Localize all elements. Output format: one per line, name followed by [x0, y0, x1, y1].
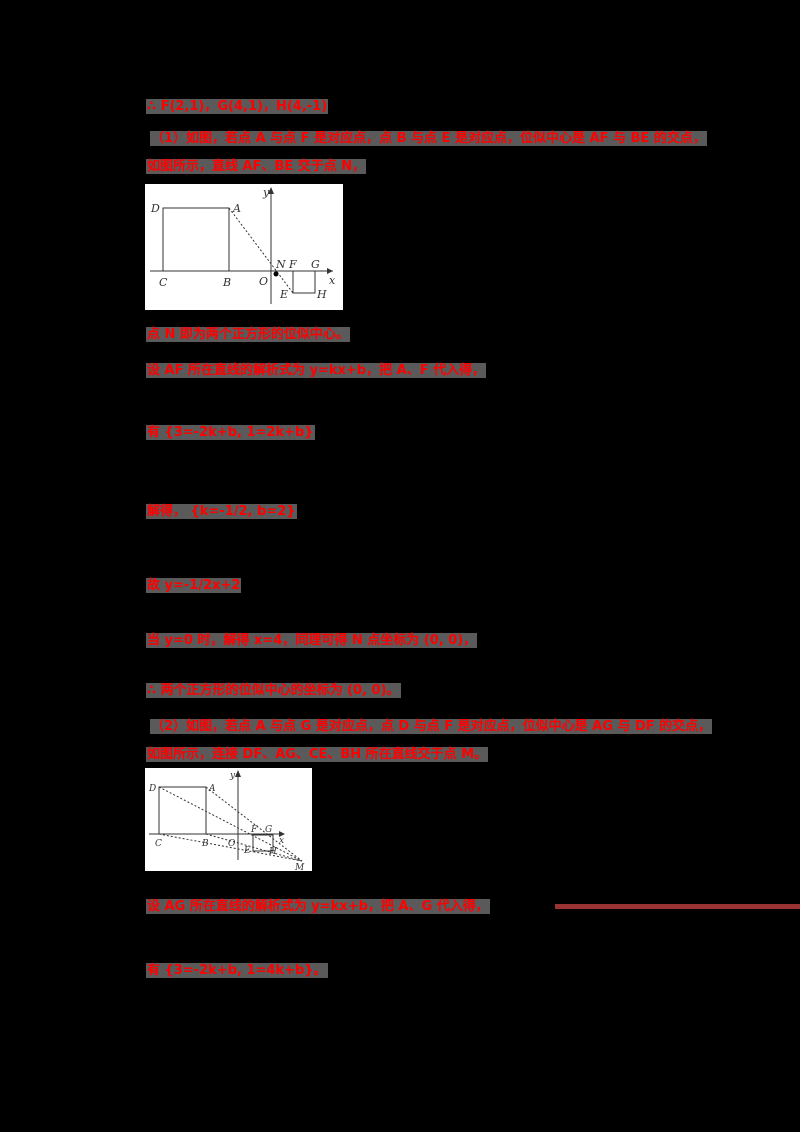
label-y: y [229, 771, 236, 781]
solution-line: （1）如图，若点 A 与点 F 是对应点，点 B 与点 E 是对应点，位似中心是… [150, 130, 707, 148]
solution-line: 解得， {k=-1/2, b=2} [146, 503, 297, 521]
line-text: 设 AF 所在直线的解析式为 y=kx+b，把 A、F 代入得， [146, 363, 487, 378]
label-y: y [262, 186, 270, 199]
label-x: x [279, 836, 284, 846]
solution-line: 故 y=-1/2x+2 [146, 577, 242, 595]
line-text: 当 y=0 时，解得 x=4，同理可得 N 点坐标为 (0, 0)， [146, 633, 478, 648]
figure-squares-external-center: D A C B O F G E H M x y [145, 768, 312, 871]
label-f: F [250, 825, 258, 835]
divider-line [555, 904, 800, 909]
solution-line: 有 {3=-2k+b, 1=4k+b}。 [146, 962, 328, 980]
label-a: A [232, 202, 241, 215]
solution-line: 如图所示，连接 DF、AG、CE、BH 所在直线交于点 M。 [146, 746, 489, 764]
label-g: G [265, 825, 272, 835]
label-h: H [268, 847, 277, 857]
line-text: （1）如图，若点 A 与点 F 是对应点，点 B 与点 E 是对应点，位似中心是… [150, 131, 707, 146]
line-text: 有 {3=-2k+b, 1=2k+b} [146, 425, 315, 440]
line-text: 如图所示，连接 DF、AG、CE、BH 所在直线交于点 M。 [146, 747, 489, 762]
figure-squares-center: D A C B O N F G E H x y [145, 184, 343, 310]
solution-line: 有 {3=-2k+b, 1=2k+b} [146, 424, 315, 442]
label-o: O [259, 275, 268, 288]
line-text: 点 N 即为两个正方形的位似中心。 [146, 327, 350, 342]
label-h: H [316, 288, 327, 301]
diagram-svg: D A C B O F G E H M x y [148, 770, 305, 871]
solution-line: ∴ 两个正方形的位似中心的坐标为 (0, 0)。 [146, 682, 401, 700]
label-e: E [243, 846, 251, 856]
label-b: B [201, 839, 209, 849]
solution-line: 设 AG 所在直线的解析式为 y=kx+b，把 A、G 代入得， [146, 898, 490, 916]
solution-line: 设 AF 所在直线的解析式为 y=kx+b，把 A、F 代入得， [146, 362, 487, 380]
line-text: 故 y=-1/2x+2 [146, 578, 242, 593]
line-text: ∴ 两个正方形的位似中心的坐标为 (0, 0)。 [146, 683, 401, 698]
label-a: A [208, 784, 216, 794]
label-m: M [294, 863, 305, 871]
solution-line: 当 y=0 时，解得 x=4，同理可得 N 点坐标为 (0, 0)， [146, 632, 478, 650]
solution-line: ∴ F(2,1)，G(4,1)，H(4,-1) [146, 98, 329, 116]
label-c: C [159, 276, 168, 289]
line-text: 解得， {k=-1/2, b=2} [146, 504, 297, 519]
label-d: D [150, 202, 160, 215]
line-text: 如图所示，直线 AF、BE 交于点 N， [146, 159, 367, 174]
label-g: G [311, 258, 320, 271]
solution-line: 点 N 即为两个正方形的位似中心。 [146, 326, 350, 344]
label-c: C [155, 839, 162, 849]
line-text: 有 {3=-2k+b, 1=4k+b}。 [146, 963, 328, 978]
line-text: 设 AG 所在直线的解析式为 y=kx+b，把 A、G 代入得， [146, 899, 490, 914]
label-e: E [279, 288, 288, 301]
label-d: D [148, 784, 156, 794]
label-x: x [329, 274, 336, 287]
label-f: F [288, 258, 297, 271]
diagram-svg: D A C B O N F G E H x y [150, 186, 336, 304]
solution-line: （2）如图，若点 A 与点 G 是对应点，点 D 与点 F 是对应点，位似中心是… [150, 718, 713, 736]
label-o: O [228, 839, 236, 849]
solution-line: 如图所示，直线 AF、BE 交于点 N， [146, 158, 367, 176]
line-text: （2）如图，若点 A 与点 G 是对应点，点 D 与点 F 是对应点，位似中心是… [150, 719, 713, 734]
label-n: N [275, 258, 286, 271]
line-text: ∴ F(2,1)，G(4,1)，H(4,-1) [146, 99, 329, 114]
label-b: B [222, 276, 231, 289]
